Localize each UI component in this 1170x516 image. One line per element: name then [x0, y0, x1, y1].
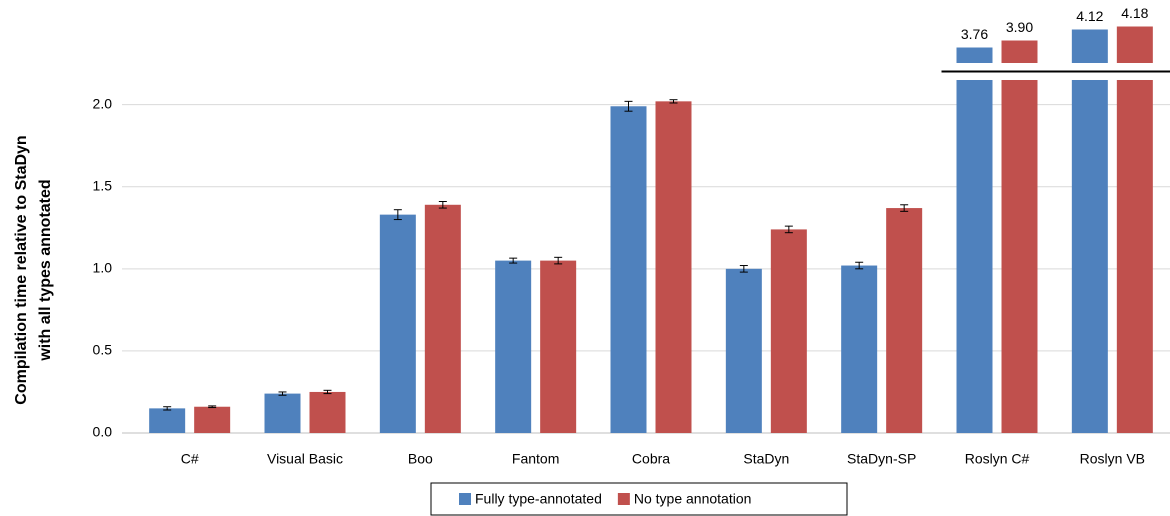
bar-lower	[956, 80, 993, 433]
y-tick-label: 2.0	[93, 95, 113, 111]
error-bar	[323, 389, 332, 395]
legend-swatch	[617, 493, 630, 505]
x-tick-label: Visual Basic	[267, 451, 343, 467]
y-tick-label: 0.5	[93, 342, 113, 358]
bar-lower	[1001, 80, 1038, 433]
x-tick-label: StaDyn-SP	[847, 451, 916, 467]
bar	[770, 229, 807, 433]
bar	[886, 208, 923, 433]
x-tick-label: C#	[181, 451, 199, 467]
y-axis-label-line: with all types annotated	[37, 179, 54, 361]
error-bar	[208, 405, 217, 409]
error-bar	[900, 204, 909, 212]
value-label: 3.76	[961, 26, 988, 42]
y-axis-label: Compilation time relative to StaDyn with…	[13, 135, 54, 404]
bar	[841, 265, 878, 433]
y-tick-label: 1.5	[93, 177, 113, 193]
bar-upper	[1116, 26, 1153, 63]
error-bar	[438, 200, 447, 209]
bar-upper	[1071, 29, 1108, 63]
bar	[495, 260, 532, 433]
value-label: 4.12	[1076, 8, 1103, 24]
bar	[610, 106, 647, 433]
bar-lower	[1116, 80, 1153, 433]
legend-swatch	[459, 493, 471, 505]
bar-upper	[1001, 40, 1038, 63]
bar	[309, 391, 346, 433]
bar	[424, 204, 461, 433]
error-bar	[624, 100, 633, 112]
error-bar	[554, 256, 563, 265]
error-bar	[669, 99, 678, 104]
error-bar	[393, 209, 402, 221]
legend-label: No type annotation	[634, 491, 752, 507]
legend-box	[430, 482, 848, 516]
value-label: 3.90	[1006, 19, 1033, 35]
x-tick-label: Cobra	[632, 451, 670, 467]
error-bar	[739, 265, 748, 273]
x-tick-label: StaDyn	[743, 451, 789, 467]
bar-upper	[956, 47, 993, 63]
value-label: 4.18	[1121, 5, 1148, 21]
bar	[725, 268, 762, 433]
error-bar	[278, 391, 287, 396]
x-tick-label: Roslyn C#	[965, 451, 1030, 467]
bar	[149, 408, 186, 433]
x-tick-label: Roslyn VB	[1080, 451, 1145, 467]
y-axis-label-line: Compilation time relative to StaDyn	[13, 135, 30, 404]
bar	[194, 406, 231, 433]
y-tick-label: 0.0	[93, 424, 113, 440]
bar-lower	[1071, 80, 1108, 433]
bar	[540, 260, 577, 433]
error-bar	[163, 406, 172, 411]
y-tick-label: 1.0	[93, 260, 113, 276]
x-tick-label: Fantom	[512, 451, 559, 467]
bar	[264, 393, 301, 433]
error-bar	[784, 225, 793, 234]
error-bar	[855, 261, 864, 270]
bar	[379, 214, 416, 433]
legend-label: Fully type-annotated	[475, 491, 602, 507]
x-tick-label: Boo	[408, 451, 433, 467]
bar	[655, 101, 692, 434]
error-bar	[509, 257, 518, 264]
